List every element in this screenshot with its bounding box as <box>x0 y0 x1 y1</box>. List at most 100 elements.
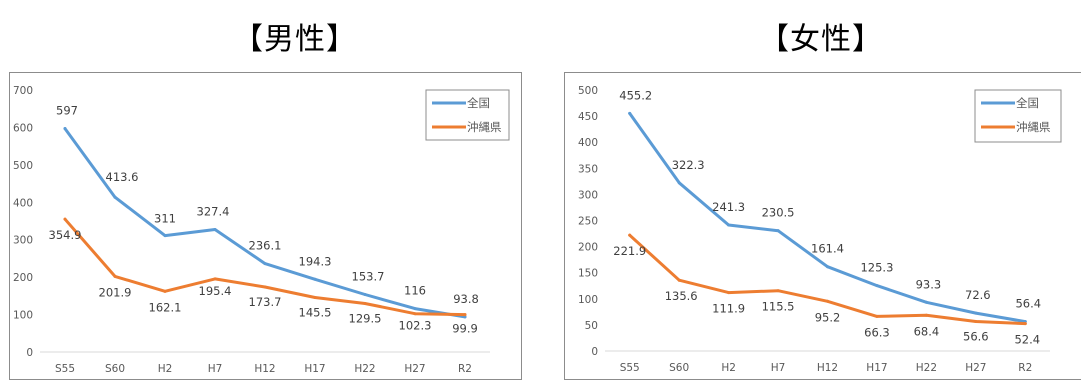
male-data-label: 129.5 <box>349 312 382 326</box>
female-y-tick-label: 0 <box>591 346 598 358</box>
male-y-tick-label: 300 <box>13 235 33 247</box>
male-data-point <box>213 227 217 231</box>
male-data-point <box>413 312 417 316</box>
female-x-tick-label: H2 <box>721 362 736 374</box>
male-y-tick-label: 600 <box>13 122 33 134</box>
female-data-label: 68.4 <box>914 324 940 338</box>
female-data-point <box>875 284 879 288</box>
male-data-point <box>413 307 417 311</box>
female-data-label: 135.6 <box>665 289 698 303</box>
male-y-tick-label: 200 <box>13 272 33 284</box>
female-data-label: 95.2 <box>815 310 841 324</box>
female-data-point <box>924 313 928 317</box>
male-data-label: 194.3 <box>299 254 332 268</box>
female-data-label: 322.3 <box>672 158 705 172</box>
female-y-tick-label: 50 <box>585 320 598 332</box>
female-x-tick-label: H27 <box>965 362 986 374</box>
female-x-tick-label: R2 <box>1018 362 1032 374</box>
female-data-label: 56.4 <box>1015 297 1041 311</box>
female-y-tick-label: 100 <box>578 294 598 306</box>
female-data-point <box>628 111 632 115</box>
female-data-point <box>727 223 731 227</box>
male-x-tick-label: H12 <box>254 363 275 375</box>
male-data-point <box>263 285 267 289</box>
male-data-label: 162.1 <box>149 300 182 314</box>
female-x-tick-label: S55 <box>620 362 640 374</box>
female-y-tick-label: 400 <box>578 137 598 149</box>
male-chart-panel: 0 100 200 300 400 500 600 700 S55 S60 H2 H7 H12 H17 H2… <box>9 72 522 380</box>
female-y-tick-label: 250 <box>578 216 598 228</box>
female-x-tick-label: H12 <box>817 362 838 374</box>
male-data-point <box>113 195 117 199</box>
female-data-point <box>727 291 731 295</box>
female-chart: 0 50 100 150 200 250 300 350 400 450 500 S55 S60 H2 H7… <box>578 85 1062 374</box>
male-data-point <box>463 313 467 317</box>
female-data-label: 161.4 <box>811 242 844 256</box>
female-data-point <box>974 311 978 315</box>
male-data-point <box>363 292 367 296</box>
male-chart: 0 100 200 300 400 500 600 700 S55 S60 H2 H7 H12 H17 H2… <box>13 85 510 375</box>
female-data-point <box>628 233 632 237</box>
female-data-point <box>677 181 681 185</box>
female-data-point <box>974 319 978 323</box>
male-data-label: 311 <box>154 212 176 226</box>
male-x-tick-label: H22 <box>354 363 375 375</box>
male-data-label: 116 <box>404 284 426 298</box>
male-legend-label: 沖縄県 <box>467 120 502 134</box>
male-data-label: 327.4 <box>197 204 230 218</box>
male-data-label: 145.5 <box>299 306 332 320</box>
male-y-tick-label: 700 <box>13 85 33 97</box>
female-chart-panel: 0 50 100 150 200 250 300 350 400 450 500 S55 S60 H2 H7… <box>564 72 1081 380</box>
male-data-point <box>63 127 67 131</box>
female-data-point <box>924 300 928 304</box>
male-data-point <box>363 302 367 306</box>
male-data-point <box>163 234 167 238</box>
female-data-label: 125.3 <box>860 261 893 275</box>
male-data-point <box>213 277 217 281</box>
female-x-tick-label: H17 <box>866 362 887 374</box>
male-data-point <box>113 274 117 278</box>
male-data-label: 413.6 <box>106 170 139 184</box>
female-legend-box <box>974 89 1062 143</box>
male-legend-label: 全国 <box>467 96 490 110</box>
male-data-label: 102.3 <box>399 319 432 333</box>
male-data-point <box>63 217 67 221</box>
female-x-tick-label: H22 <box>916 362 937 374</box>
male-data-label: 195.4 <box>199 284 232 298</box>
female-x-tick-label: H7 <box>771 362 786 374</box>
female-data-label: 221.9 <box>613 244 646 258</box>
male-data-point <box>313 277 317 281</box>
female-legend-label: 全国 <box>1016 96 1039 110</box>
male-data-label: 201.9 <box>99 285 132 299</box>
female-data-point <box>776 289 780 293</box>
male-data-point <box>263 262 267 266</box>
female-data-label: 56.6 <box>963 329 989 343</box>
male-y-tick-label: 500 <box>13 160 33 172</box>
male-data-label: 354.9 <box>49 228 82 242</box>
male-x-tick-label: H27 <box>404 363 425 375</box>
chart-heading-male: 【男性】 <box>233 22 357 57</box>
female-y-tick-label: 150 <box>578 268 598 280</box>
female-y-tick-label: 350 <box>578 163 598 175</box>
male-x-tick-label: R2 <box>458 363 472 375</box>
male-x-tick-label: S55 <box>55 363 75 375</box>
male-y-tick-label: 0 <box>26 347 33 359</box>
male-x-tick-label: H17 <box>304 363 325 375</box>
female-data-label: 241.3 <box>712 200 745 214</box>
female-y-tick-label: 200 <box>578 242 598 254</box>
female-data-label: 115.5 <box>762 300 795 314</box>
female-data-point <box>826 265 829 269</box>
female-legend-label: 沖縄県 <box>1016 120 1051 134</box>
male-data-label: 93.8 <box>453 292 479 306</box>
male-data-point <box>313 296 317 300</box>
female-data-label: 52.4 <box>1014 333 1040 347</box>
male-y-tick-label: 400 <box>13 197 33 209</box>
female-y-tick-label: 500 <box>578 85 598 97</box>
male-x-tick-label: H2 <box>158 363 173 375</box>
female-x-tick-label: S60 <box>669 362 689 374</box>
male-data-point <box>163 289 167 293</box>
female-data-label: 111.9 <box>712 302 745 316</box>
male-data-label: 153.7 <box>352 269 385 283</box>
female-data-label: 72.6 <box>965 288 991 302</box>
male-data-label: 99.9 <box>452 322 478 336</box>
